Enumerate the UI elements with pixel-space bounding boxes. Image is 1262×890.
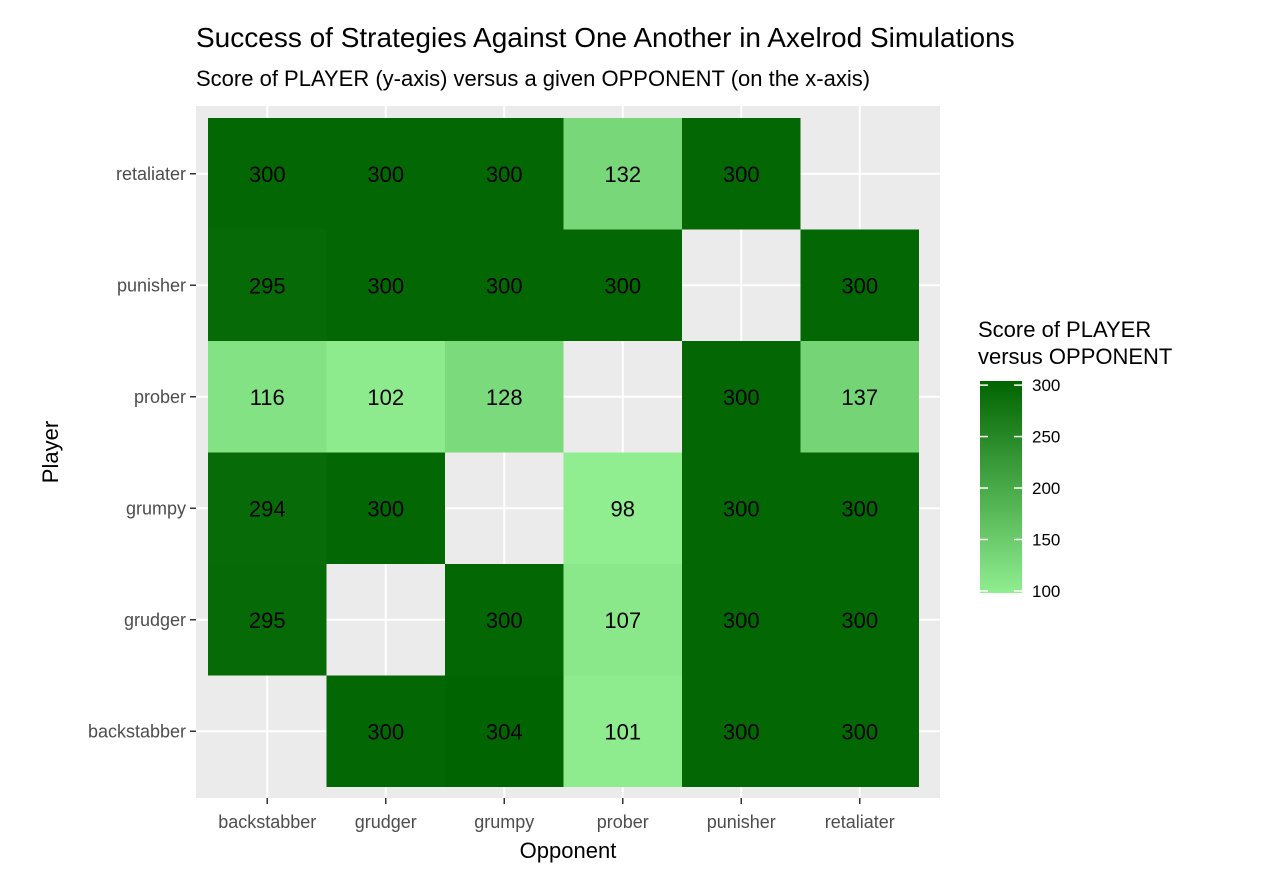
y-tick-label: grudger bbox=[124, 610, 186, 630]
x-tick-label: grudger bbox=[355, 812, 417, 832]
tile-value-label: 295 bbox=[249, 608, 286, 633]
heatmap-tile bbox=[445, 341, 564, 453]
heatmap-tile bbox=[682, 118, 801, 230]
tile-value-label: 300 bbox=[604, 273, 641, 298]
tile-value-label: 300 bbox=[841, 496, 878, 521]
x-axis-title: Opponent bbox=[520, 838, 617, 863]
heatmap-tile bbox=[208, 452, 327, 564]
y-tick-label: backstabber bbox=[88, 721, 186, 741]
heatmap-tile bbox=[682, 452, 801, 564]
y-tick-label: retaliater bbox=[116, 164, 186, 184]
chart-title: Success of Strategies Against One Anothe… bbox=[196, 22, 1015, 53]
heatmap-tile bbox=[800, 564, 919, 676]
y-tick-label: grumpy bbox=[126, 498, 186, 518]
legend-title-line: versus OPPONENT bbox=[978, 344, 1172, 369]
heatmap-tile bbox=[326, 341, 445, 453]
tile-value-label: 295 bbox=[249, 273, 286, 298]
heatmap-tile bbox=[682, 675, 801, 787]
tile-value-label: 300 bbox=[841, 608, 878, 633]
chart-subtitle: Score of PLAYER (y-axis) versus a given … bbox=[196, 66, 871, 91]
heatmap-tile bbox=[208, 341, 327, 453]
heatmap-tile bbox=[208, 564, 327, 676]
heatmap-tile bbox=[326, 452, 445, 564]
y-tick-label: punisher bbox=[117, 275, 186, 295]
heatmap-tile bbox=[326, 675, 445, 787]
tile-value-label: 107 bbox=[604, 608, 641, 633]
tile-value-label: 294 bbox=[249, 496, 286, 521]
x-tick-label: prober bbox=[597, 812, 649, 832]
tile-value-label: 300 bbox=[723, 162, 760, 187]
heatmap-tile bbox=[445, 229, 564, 341]
heatmap-tile bbox=[208, 229, 327, 341]
tile-value-label: 102 bbox=[367, 385, 404, 410]
x-tick-label: grumpy bbox=[474, 812, 534, 832]
tile-value-label: 132 bbox=[604, 162, 641, 187]
heatmap-tile bbox=[326, 118, 445, 230]
legend-tick-label: 150 bbox=[1032, 530, 1060, 549]
legend-tick-label: 100 bbox=[1032, 582, 1060, 601]
heatmap-tile bbox=[445, 675, 564, 787]
tile-value-label: 300 bbox=[367, 162, 404, 187]
tile-value-label: 98 bbox=[611, 496, 635, 521]
tile-value-label: 300 bbox=[367, 719, 404, 744]
tile-value-label: 300 bbox=[841, 719, 878, 744]
tile-value-label: 300 bbox=[367, 273, 404, 298]
heatmap-tile bbox=[682, 341, 801, 453]
tile-value-label: 300 bbox=[486, 273, 523, 298]
legend-tick-label: 300 bbox=[1032, 376, 1060, 395]
legend-tick-label: 200 bbox=[1032, 479, 1060, 498]
tile-value-label: 116 bbox=[250, 385, 285, 410]
tile-value-label: 128 bbox=[486, 385, 523, 410]
tile-value-label: 300 bbox=[723, 608, 760, 633]
tile-value-label: 300 bbox=[486, 608, 523, 633]
heatmap-tile bbox=[800, 452, 919, 564]
x-tick-label: backstabber bbox=[218, 812, 316, 832]
y-tick-label: prober bbox=[134, 387, 186, 407]
heatmap-tile bbox=[682, 564, 801, 676]
x-tick-label: retaliater bbox=[825, 812, 895, 832]
heatmap-tile bbox=[208, 118, 327, 230]
heatmap-tile bbox=[563, 118, 682, 230]
heatmap-tile bbox=[563, 675, 682, 787]
tile-value-label: 300 bbox=[723, 496, 760, 521]
heatmap-tile bbox=[800, 229, 919, 341]
tile-value-label: 101 bbox=[604, 719, 641, 744]
tile-value-label: 300 bbox=[249, 162, 286, 187]
tile-value-label: 300 bbox=[486, 162, 523, 187]
legend-colorbar bbox=[980, 381, 1022, 593]
heatmap-tile bbox=[445, 564, 564, 676]
heatmap-tile bbox=[563, 452, 682, 564]
tile-value-label: 300 bbox=[723, 385, 760, 410]
tile-value-label: 304 bbox=[486, 719, 523, 744]
tile-value-label: 300 bbox=[723, 719, 760, 744]
legend-title-line: Score of PLAYER bbox=[978, 317, 1151, 342]
y-axis-title: Player bbox=[38, 421, 63, 483]
heatmap-tile bbox=[800, 675, 919, 787]
x-tick-label: punisher bbox=[707, 812, 776, 832]
tile-value-label: 300 bbox=[841, 273, 878, 298]
heatmap-tile bbox=[563, 229, 682, 341]
heatmap-tile bbox=[563, 564, 682, 676]
tile-value-label: 300 bbox=[367, 496, 404, 521]
heatmap-tile bbox=[445, 118, 564, 230]
heatmap-tile bbox=[326, 229, 445, 341]
legend-tick-label: 250 bbox=[1032, 428, 1060, 447]
tile-value-label: 137 bbox=[841, 385, 878, 410]
heatmap-tile bbox=[800, 341, 919, 453]
